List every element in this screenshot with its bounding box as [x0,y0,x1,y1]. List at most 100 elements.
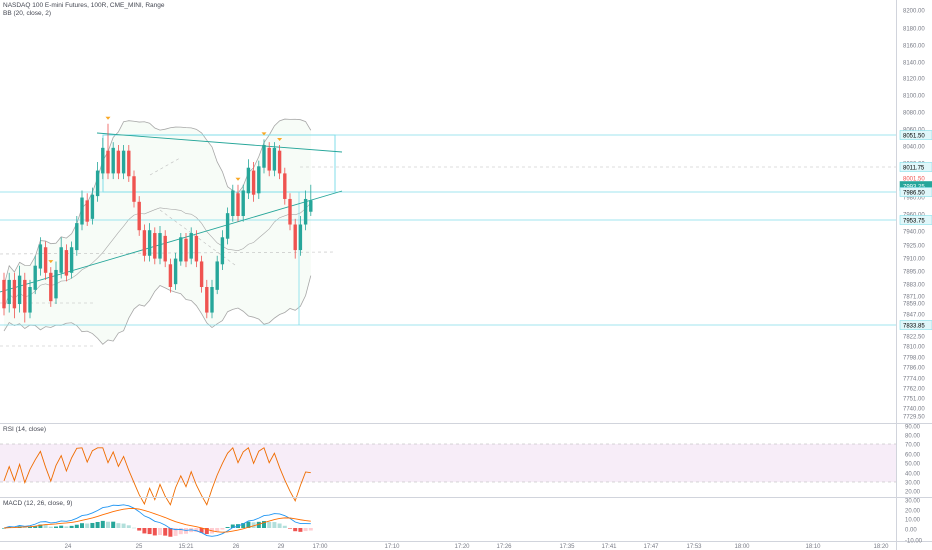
macd-pane[interactable] [2,504,313,537]
swing-marker [235,177,241,181]
price-axis-label: 7729.50 [903,415,925,421]
candle-body [49,272,53,302]
candle-body [33,265,37,290]
time-axis-label: 24 [65,544,72,550]
candle-body [241,190,245,216]
macd-histogram-bar [38,524,43,528]
time-axis-label: 18:20 [873,544,889,550]
macd-histogram-bar [282,525,287,528]
rsi-axis-label: 70.00 [905,443,921,449]
rsi-axis[interactable]: 90.00 80.00 70.00 60.00 50.00 40.00 30.00 20.00 [905,425,921,496]
price-axis-label: 7740.00 [903,407,925,413]
macd-axis[interactable]: 30.00 20.00 10.00 0.00 -10.00 [905,499,923,545]
candle-body [106,150,110,174]
macd-indicator-label[interactable]: MACD (12, 26, close, 9) [3,500,73,507]
macd-histogram-bar [106,521,110,528]
time-axis-label: 17:20 [454,544,470,550]
candle-body [132,176,136,202]
macd-histogram [2,520,313,537]
price-axis-label: 7822.50 [903,335,925,341]
macd-histogram-bar [241,523,246,528]
candle-body [158,233,162,259]
macd-histogram-bar [69,525,74,528]
macd-histogram-bar [116,523,121,528]
price-axis-label: 7751.00 [903,397,925,403]
macd-axis-label: 30.00 [905,499,921,505]
candle-body [168,264,173,287]
macd-histogram-bar [59,525,64,528]
price-axis-label: 7883.00 [903,283,925,289]
price-axis-label: 8100.00 [903,94,925,100]
price-tag-badge [899,130,932,140]
price-axis-label: 7910.00 [903,257,925,263]
macd-histogram-bar [220,528,225,530]
candle-body [189,233,193,259]
macd-histogram-bar [303,528,308,532]
candle-body [293,224,297,251]
macd-histogram-bar [43,525,48,528]
price-axis-label: 7847.00 [903,313,925,319]
price-axis-label: 8040.00 [903,145,925,151]
price-pane[interactable] [0,0,896,423]
macd-histogram-bar [215,528,220,532]
candle-body [220,237,225,265]
macd-axis-label: 10.00 [905,518,921,524]
rsi-axis-label: 80.00 [905,434,921,440]
rsi-axis-label: 90.00 [905,425,921,431]
rsi-axis-label: 50.00 [905,462,921,468]
price-axis-label: 7895.00 [903,270,925,276]
time-axis-label: 17:10 [384,544,400,550]
symbol-title[interactable]: NASDAQ 100 E-mini Futures, 100R, CME_MIN… [3,2,165,9]
macd-histogram-bar [272,522,277,528]
rsi-pane[interactable] [0,443,896,506]
price-tag-badge [899,187,932,197]
time-axis-label: 18:10 [805,544,821,550]
trendline-resistance[interactable] [96,132,343,153]
candle-body [153,233,157,259]
bollinger-lower-line [3,275,312,345]
candle-body [59,247,63,273]
bollinger-upper-line [3,118,312,286]
price-tag-label: 8011.75 [903,166,925,172]
time-axis-label: 26 [233,544,240,550]
candle-body [12,279,17,309]
price-axis-label: 7859.00 [903,302,925,308]
signal-line [3,508,311,533]
macd-histogram-bar [251,522,256,528]
macd-axis-label: 20.00 [905,509,921,515]
macd-histogram-bar [137,528,142,531]
candle-body [80,197,84,225]
candle-body [111,147,115,174]
macd-axis-label: 0.00 [905,528,917,534]
price-axis-label: 8120.00 [903,77,925,83]
candle-body [54,269,58,299]
candle-body [2,279,6,309]
candle-body [205,287,209,313]
price-axis[interactable]: 8200.00 8180.00 8160.00 8140.00 8120.00 8100.… [899,9,932,421]
candle-body [298,224,303,251]
candle-body [288,198,292,225]
macd-histogram-bar [277,523,282,528]
price-axis-label: 8160.00 [903,44,925,50]
candle-body [127,150,131,177]
markers-group [48,116,283,264]
price-pane-bg [0,0,896,423]
price-tag-label: 7986.50 [903,191,925,197]
candle-body [90,194,95,219]
macd-histogram-bar [22,527,27,528]
swing-marker [105,116,111,120]
candle-body [184,238,188,262]
macd-histogram-bar [225,526,230,528]
price-tag-badge [899,320,932,330]
candle-body [225,213,230,239]
macd-axis-label: -10.00 [905,539,923,545]
time-axis-label: 17:53 [686,544,702,550]
bb-indicator-label[interactable]: BB (20, close, 2) [3,10,52,17]
rsi-axis-label: 40.00 [905,472,921,478]
time-axis[interactable]: 24 25 15:21 26 29 17:00 17:10 17:20 17:26 17:35 17… [65,544,890,550]
price-axis-label: 7940.00 [903,230,925,236]
rsi-indicator-label[interactable]: RSI (14, close) [3,426,46,433]
time-axis-label: 17:47 [643,544,659,550]
candle-body [215,261,219,290]
